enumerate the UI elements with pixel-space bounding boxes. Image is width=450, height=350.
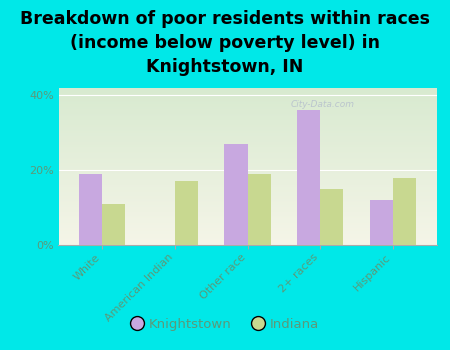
Text: Breakdown of poor residents within races
(income below poverty level) in
Knights: Breakdown of poor residents within races…	[20, 10, 430, 76]
Text: City-Data.com: City-Data.com	[291, 100, 355, 109]
Bar	[224, 144, 248, 245]
Bar	[297, 110, 320, 245]
Bar	[248, 174, 271, 245]
Legend: Knightstown, Indiana: Knightstown, Indiana	[126, 313, 324, 336]
Bar	[369, 200, 393, 245]
Bar	[393, 177, 416, 245]
Bar	[175, 181, 198, 245]
Bar	[320, 189, 343, 245]
Bar	[79, 174, 102, 245]
Bar	[102, 204, 126, 245]
